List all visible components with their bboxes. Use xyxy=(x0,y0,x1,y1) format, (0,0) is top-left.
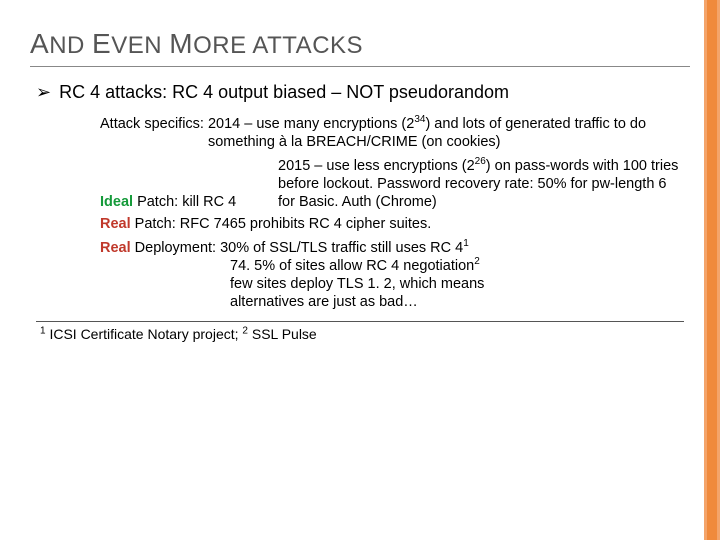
attack-label: Attack specifics: xyxy=(100,115,208,151)
title-rule xyxy=(30,66,690,67)
ideal-patch: Ideal Patch: kill RC 4 xyxy=(100,157,260,211)
footnote-rule xyxy=(36,321,684,322)
ideal-text: Patch: kill RC 4 xyxy=(133,194,236,210)
deploy-line-2: 74. 5% of sites allow RC 4 negotiation2 xyxy=(100,257,684,275)
title-cap: A xyxy=(30,28,49,59)
deploy-line-1: Deployment: 30% of SSL/TLS traffic still… xyxy=(131,240,464,256)
title-seg: VEN xyxy=(111,32,169,59)
bullet-row: ➢ RC 4 attacks: RC 4 output biased – NOT… xyxy=(36,81,684,103)
text-seg: 2014 – use many encryptions (2 xyxy=(208,116,414,132)
slide: AND EVEN MORE ATTACKS ➢ RC 4 attacks: RC… xyxy=(0,0,720,540)
footnote: 1 ICSI Certificate Notary project; 2 SSL… xyxy=(40,326,684,342)
text-seg: 74. 5% of sites allow RC 4 negotiation xyxy=(230,258,474,274)
attack-2015-row: Ideal Patch: kill RC 4 2015 – use less e… xyxy=(100,157,684,211)
deploy-line-3: few sites deploy TLS 1. 2, which means xyxy=(100,275,684,293)
real-patch: Real Patch: RFC 7465 prohibits RC 4 ciph… xyxy=(100,215,684,233)
real-label: Real xyxy=(100,240,131,256)
title-seg: ORE ATTACKS xyxy=(193,32,363,59)
real-deployment: Real Deployment: 30% of SSL/TLS traffic … xyxy=(100,239,684,311)
side-stripe-inner xyxy=(707,0,717,540)
footnote-ref-2: 2 xyxy=(474,256,480,267)
superscript: 26 xyxy=(475,156,486,167)
footnote-text-1: ICSI Certificate Notary project; xyxy=(46,326,243,342)
side-stripe-outer xyxy=(704,0,720,540)
title-seg: ND xyxy=(49,32,92,59)
slide-title: AND EVEN MORE ATTACKS xyxy=(30,28,684,60)
superscript: 34 xyxy=(414,114,425,125)
real-label: Real xyxy=(100,216,131,232)
footnote-text-2: SSL Pulse xyxy=(248,326,317,342)
attack-2014-text: 2014 – use many encryptions (234) and lo… xyxy=(208,115,684,151)
footnote-ref-1: 1 xyxy=(463,238,469,249)
deploy-line-4: alternatives are just as bad… xyxy=(100,293,684,311)
title-cap: M xyxy=(169,28,193,59)
attack-2014: Attack specifics: 2014 – use many encryp… xyxy=(100,115,684,151)
attack-2015-text: 2015 – use less encryptions (226) on pas… xyxy=(260,157,684,211)
ideal-label: Ideal xyxy=(100,194,133,210)
real-patch-text: Patch: RFC 7465 prohibits RC 4 cipher su… xyxy=(131,216,432,232)
bullet-text: RC 4 attacks: RC 4 output biased – NOT p… xyxy=(59,81,509,103)
bullet-arrow-icon: ➢ xyxy=(36,81,51,103)
text-seg: 2015 – use less encryptions (2 xyxy=(278,158,475,174)
title-cap: E xyxy=(92,28,111,59)
